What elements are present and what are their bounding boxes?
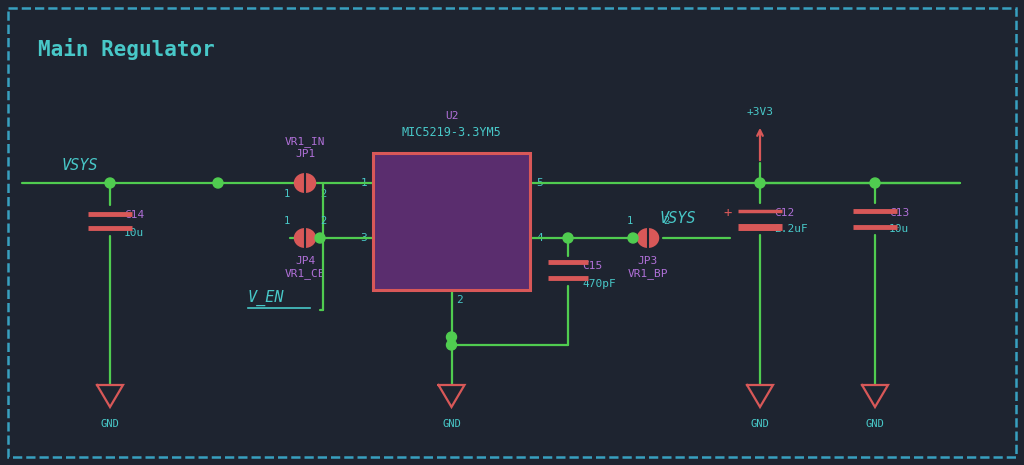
Text: VR1_BP: VR1_BP [628,268,669,279]
Text: +: + [724,206,732,220]
Text: JP3: JP3 [638,256,658,266]
Text: 1: 1 [284,216,290,226]
Text: GND: GND [100,419,120,429]
Text: GND: GND [865,419,885,429]
Text: 3: 3 [360,233,367,243]
Text: VR1_CE: VR1_CE [285,268,326,279]
Text: V_EN: V_EN [248,290,285,306]
Text: +3V3: +3V3 [746,107,773,117]
Text: IN: IN [387,176,403,190]
Text: 1: 1 [284,189,290,199]
Ellipse shape [294,173,316,193]
Text: 10u: 10u [889,224,909,234]
Text: BP: BP [500,231,516,245]
Text: VSYS: VSYS [62,158,98,173]
Text: VR1_IN: VR1_IN [285,136,326,147]
Circle shape [563,233,573,243]
Circle shape [755,178,765,188]
Circle shape [446,332,457,342]
Circle shape [105,178,115,188]
Text: 10u: 10u [124,228,144,238]
FancyBboxPatch shape [373,153,530,290]
Text: VSYS: VSYS [660,211,696,226]
Text: U2: U2 [444,111,459,121]
Text: 4: 4 [536,233,543,243]
Text: 2.2uF: 2.2uF [774,224,808,234]
Text: 2: 2 [456,295,463,305]
Text: 1: 1 [360,178,367,188]
Ellipse shape [294,228,316,248]
Text: OUT: OUT [490,176,516,190]
Text: 5: 5 [536,178,543,188]
Text: EN: EN [387,231,403,245]
Circle shape [213,178,223,188]
Text: MIC5219-3.3YM5: MIC5219-3.3YM5 [401,126,502,139]
Circle shape [870,178,880,188]
Text: GND: GND [442,419,461,429]
Text: 470pF: 470pF [582,279,615,289]
Text: C14: C14 [124,210,144,220]
Text: GND: GND [751,419,769,429]
Text: C15: C15 [582,261,602,271]
Text: 2: 2 [319,216,326,226]
Text: 2: 2 [319,189,326,199]
Circle shape [315,233,325,243]
Text: JP4: JP4 [295,256,315,266]
Text: C13: C13 [889,208,909,218]
Circle shape [628,233,638,243]
Circle shape [446,340,457,350]
Text: GND: GND [444,253,459,278]
Text: JP1: JP1 [295,149,315,159]
Ellipse shape [637,228,659,248]
Text: Main Regulator: Main Regulator [38,38,215,60]
Text: 2: 2 [663,216,669,226]
Text: C12: C12 [774,208,795,218]
Text: 1: 1 [627,216,633,226]
